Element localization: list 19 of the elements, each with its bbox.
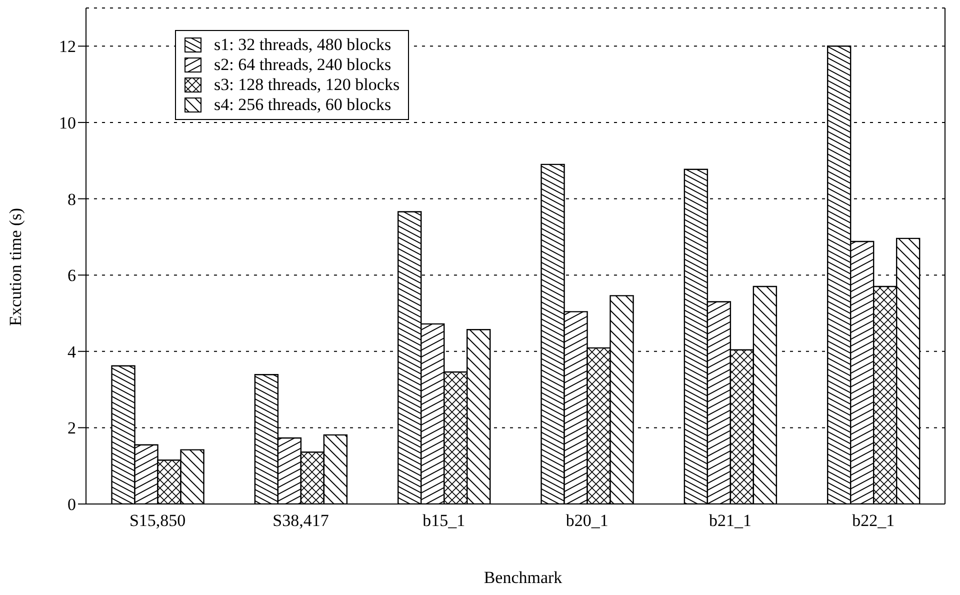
x-tick-label: S15,850 (129, 511, 186, 530)
y-axis-title: Excution time (s) (6, 208, 26, 326)
y-tick-label: 4 (68, 342, 76, 362)
x-tick-label: b15_1 (422, 511, 466, 530)
x-tick-label: b20_1 (566, 511, 608, 530)
y-tick-label: 8 (68, 190, 76, 209)
y-tick-label: 10 (59, 113, 76, 132)
y-tick-label: 6 (68, 266, 76, 286)
x-axis-title: Benchmark (482, 568, 564, 588)
legend-label: s3: 128 threads, 120 blocks (214, 75, 400, 95)
y-tick-label: 12 (59, 37, 76, 56)
y-tick-label: 0 (68, 495, 76, 514)
x-tick-label: b22_1 (852, 511, 895, 530)
legend-label: s1: 32 threads, 480 blocks (214, 35, 392, 55)
x-tick-label: b21_1 (709, 511, 752, 530)
legend-label: s2: 64 threads, 240 blocks (214, 55, 392, 75)
x-tick-label: S38,417 (272, 511, 330, 530)
legend-label: s4: 256 threads, 60 blocks (214, 95, 392, 115)
y-tick-label: 2 (68, 418, 76, 438)
